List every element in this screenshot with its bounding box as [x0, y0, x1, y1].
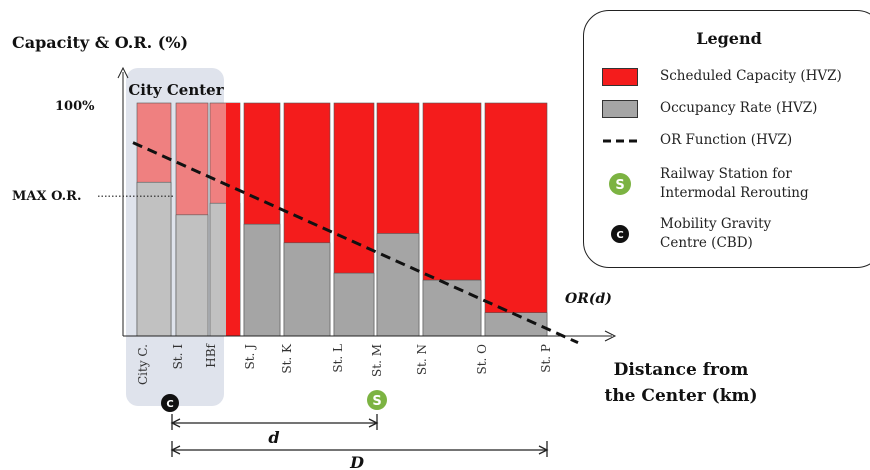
legend-label-railway-station: Railway Station for Intermodal Rerouting	[660, 166, 809, 201]
x-tick-label: HBf	[204, 342, 218, 367]
x-tick-label: St. K	[280, 343, 294, 374]
city-center-label: City Center	[128, 81, 224, 99]
legend-item-occupancy: Occupancy Rate (HVZ)	[602, 99, 817, 118]
y-tick-max-or: MAX O.R.	[12, 189, 82, 204]
legend-item-or-function: OR Function (HVZ)	[602, 131, 792, 150]
legend-item-gravity-centre: C Mobility Gravity Centre (CBD)	[602, 215, 820, 253]
x-tick-label: St. P	[539, 344, 553, 373]
occupancy-bar	[376, 233, 420, 337]
y-axis-title: Capacity & O.R. (%)	[12, 33, 188, 52]
distance-D-label: D	[349, 453, 364, 470]
x-ticks-layer: City C. St. I HBf St. J St. K St. L St. M St. N…	[136, 342, 553, 385]
y-tick-100: 100%	[55, 99, 95, 114]
legend-item-railway-station: S Railway Station for Intermodal Rerouti…	[602, 165, 835, 203]
x-tick-label: St. L	[331, 344, 345, 373]
occupancy-bar	[333, 272, 375, 337]
y-axis-arrow	[117, 66, 129, 79]
legend-label-capacity: Scheduled Capacity (HVZ)	[660, 68, 842, 84]
occupancy-swatch	[602, 99, 638, 118]
x-axis-title-line1: Distance from	[614, 360, 749, 380]
legend-item-capacity: Scheduled Capacity (HVZ)	[602, 67, 842, 86]
occupancy-bar	[136, 181, 172, 337]
or-function-line	[132, 141, 579, 345]
capacity-bar	[484, 102, 548, 337]
legend-label-gravity-centre: Mobility Gravity Centre (CBD)	[660, 216, 772, 251]
x-axis-arrow	[604, 330, 617, 342]
x-tick-label: St. I	[171, 344, 185, 370]
or-function-label: OR(d)	[565, 291, 612, 307]
capacity-bar-hbf-extension	[226, 103, 240, 336]
distance-d-label: d	[268, 428, 279, 447]
bars-layer	[136, 102, 548, 337]
x-axis-title-line2: the Center (km)	[604, 386, 757, 406]
x-tick-label: St. M	[370, 344, 384, 377]
railway-station-legend-icon: S	[609, 173, 631, 195]
legend-label-occupancy: Occupancy Rate (HVZ)	[660, 100, 818, 116]
dashed-line-icon	[603, 139, 637, 142]
svg-text:C: C	[616, 230, 623, 241]
x-tick-label: St. O	[475, 344, 489, 375]
distance-D-arrow	[170, 441, 549, 457]
occupancy-bar	[283, 242, 331, 337]
legend-title: Legend	[696, 29, 762, 48]
svg-text:C: C	[166, 399, 173, 410]
distance-d-arrow	[170, 414, 379, 430]
capacity-swatch	[602, 67, 638, 86]
occupancy-bar	[422, 279, 482, 337]
gravity-centre-legend-icon: C	[611, 225, 629, 243]
x-tick-label: St. N	[415, 344, 429, 375]
svg-text:S: S	[372, 394, 381, 409]
railway-station-icon: S	[367, 390, 387, 410]
occupancy-bar	[243, 223, 281, 337]
occupancy-bar	[175, 214, 209, 337]
legend-label-or-function: OR Function (HVZ)	[660, 132, 793, 148]
x-tick-label: City C.	[136, 344, 150, 385]
legend-panel: Legend Scheduled Capacity (HVZ) Occupanc…	[583, 10, 870, 268]
x-tick-label: St. J	[243, 344, 257, 370]
svg-text:S: S	[615, 178, 624, 193]
gravity-centre-icon: C	[161, 394, 179, 412]
